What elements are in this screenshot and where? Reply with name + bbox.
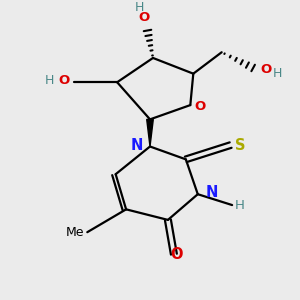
Text: Me: Me (66, 226, 84, 239)
Text: O: O (138, 11, 150, 24)
Text: O: O (171, 247, 183, 262)
Text: H: H (45, 74, 54, 87)
Text: N: N (130, 138, 142, 153)
Text: H: H (135, 1, 144, 14)
Text: S: S (235, 138, 246, 153)
Text: H: H (235, 199, 245, 212)
Polygon shape (147, 119, 153, 146)
Text: N: N (205, 185, 218, 200)
Text: O: O (58, 74, 69, 87)
Text: O: O (195, 100, 206, 113)
Text: O: O (260, 63, 272, 76)
Text: H: H (272, 67, 282, 80)
